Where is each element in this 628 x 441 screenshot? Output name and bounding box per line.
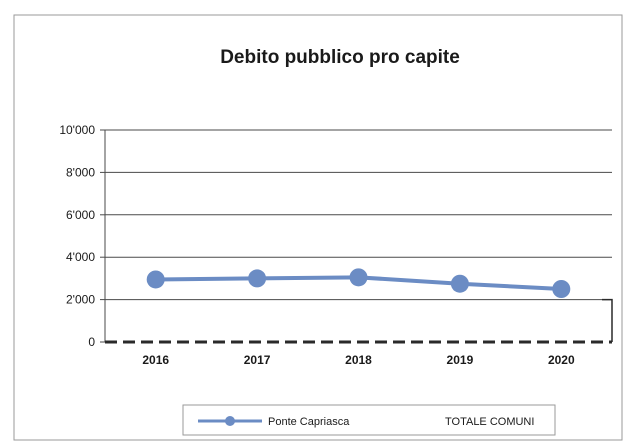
legend-label-totale-comuni: TOTALE COMUNI [445,416,534,428]
legend-label-ponte-capriasca: Ponte Capriasca [268,416,350,428]
plot-area: 0 2'000 4'000 6'000 8'000 10'000 2016 2017 2018 2… [59,123,613,367]
x-tick-label: 2019 [447,353,474,367]
chart-frame [13,14,623,441]
y-tick-label: 0 [88,335,95,349]
data-point-ponte-capriasca [552,280,571,298]
x-tick-label: 2018 [345,353,372,367]
data-point-ponte-capriasca [248,269,267,288]
plot-edge-bracket [602,298,613,342]
data-point-ponte-capriasca [146,270,165,289]
legend-marker-ponte-capriasca [225,416,235,426]
y-tick-label: 10'000 [59,123,95,137]
data-point-ponte-capriasca [450,274,469,293]
x-tick-label: 2020 [548,353,575,367]
x-tick-label: 2017 [244,353,271,367]
y-tick-label: 2'000 [66,293,95,307]
x-tick-label: 2016 [142,353,169,367]
y-tick-label: 6'000 [66,208,95,222]
chart-title: Debito pubblico pro capite [220,47,460,68]
data-point-ponte-capriasca [349,268,368,287]
legend: Ponte Capriasca TOTALE COMUNI [182,404,556,436]
y-tick-label: 4'000 [66,250,95,264]
y-tick-label: 8'000 [66,165,95,179]
